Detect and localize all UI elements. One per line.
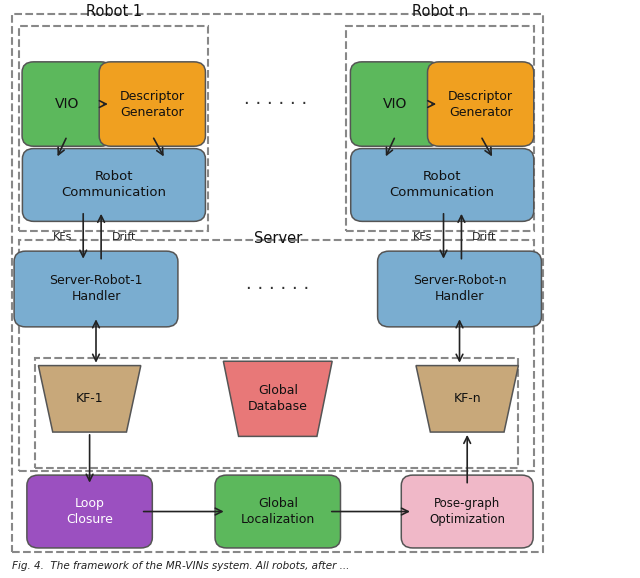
Polygon shape [223,361,332,436]
Bar [12,14,543,552]
Text: Server-Robot-1
Handler: Server-Robot-1 Handler [49,275,143,303]
Text: KFs: KFs [413,232,433,242]
Text: Robot 1: Robot 1 [86,4,141,19]
Bar [346,26,534,231]
Text: KFs: KFs [53,232,72,242]
Text: VIO: VIO [55,97,79,111]
Text: Drift: Drift [472,232,497,242]
Text: Drift: Drift [112,232,136,242]
Text: Robot n: Robot n [412,4,468,19]
Text: KF-n: KF-n [453,392,481,405]
Text: Global
Localization: Global Localization [241,497,315,526]
Text: Server-Robot-n
Handler: Server-Robot-n Handler [413,275,506,303]
FancyBboxPatch shape [99,62,205,146]
Text: VIO: VIO [383,97,408,111]
FancyBboxPatch shape [27,475,152,548]
FancyBboxPatch shape [215,475,340,548]
FancyBboxPatch shape [351,149,534,221]
Text: Robot
Communication: Robot Communication [61,171,166,199]
FancyBboxPatch shape [22,62,113,146]
Text: Robot
Communication: Robot Communication [390,171,495,199]
Bar [19,26,208,231]
Text: · · · · · ·: · · · · · · [244,95,307,113]
FancyBboxPatch shape [378,251,541,327]
Polygon shape [416,366,518,432]
Bar [19,240,534,471]
Text: KF-1: KF-1 [76,392,104,405]
Text: Fig. 4.  The framework of the MR-VINs system. All robots, after ...: Fig. 4. The framework of the MR-VINs sys… [12,561,349,570]
Text: Pose-graph
Optimization: Pose-graph Optimization [429,497,505,526]
Text: Global
Database: Global Database [248,384,308,413]
FancyBboxPatch shape [14,251,178,327]
Text: Descriptor
Generator: Descriptor Generator [448,90,513,118]
Text: · · · · · ·: · · · · · · [246,280,309,298]
Text: Descriptor
Generator: Descriptor Generator [120,90,185,118]
Text: Server: Server [253,231,302,246]
Text: Loop
Closure: Loop Closure [66,497,113,526]
Polygon shape [38,366,141,432]
FancyBboxPatch shape [351,62,440,146]
FancyBboxPatch shape [428,62,534,146]
Bar [35,358,518,468]
FancyBboxPatch shape [22,149,205,221]
FancyBboxPatch shape [401,475,533,548]
